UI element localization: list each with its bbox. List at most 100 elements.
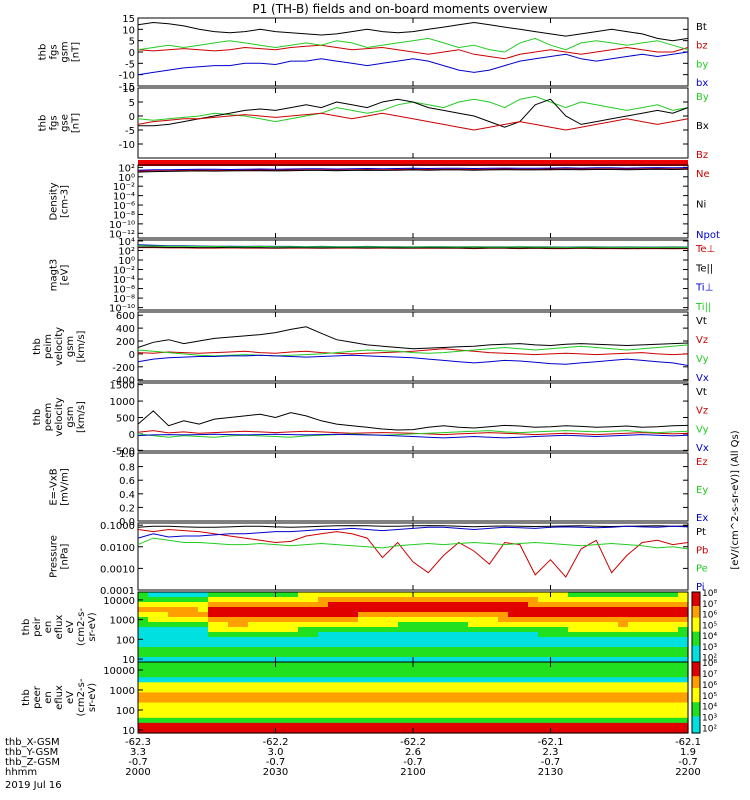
spectrogram-1-cell xyxy=(388,642,399,648)
spectrogram-1-cell xyxy=(148,657,159,663)
spectrogram-2-cell xyxy=(358,677,369,683)
spectrogram-2-cell xyxy=(328,672,339,678)
spectrogram-2-cell xyxy=(608,697,619,704)
spectrogram-1-cell xyxy=(268,622,279,628)
colorbar-2-step xyxy=(692,690,700,694)
spectrogram-2-cell xyxy=(288,702,299,709)
spectrogram-1-cell xyxy=(468,642,479,648)
colorbar-2-tick-label: 10⁵ xyxy=(702,692,717,702)
ephemeris-value: -0.7 xyxy=(678,757,698,768)
spectrogram-2-cell xyxy=(198,697,209,704)
spectrogram-1-cell xyxy=(218,627,229,633)
colorbar-2-step xyxy=(692,725,700,729)
spectrogram-2-cell xyxy=(468,677,479,683)
spectrogram-2-cell xyxy=(328,712,339,719)
spectrogram-2-cell xyxy=(578,712,589,719)
panel-4-ylabel-0: magt3 xyxy=(49,259,60,292)
spectrogram-1-cell xyxy=(198,637,209,643)
spectrogram-2-cell xyxy=(198,702,209,709)
series-line-Bx xyxy=(138,98,689,128)
spectrogram-2-cell xyxy=(358,707,369,714)
spectrogram-1-cell xyxy=(608,657,619,663)
colorbar-1-tick-label: 10⁴ xyxy=(702,632,717,642)
spectrogram-2-cell xyxy=(578,687,589,694)
spectrogram-1-cell xyxy=(558,642,569,648)
spectrogram-1-cell xyxy=(168,597,179,603)
spectrogram-1-cell xyxy=(308,657,319,663)
legend-Te||: Te|| xyxy=(695,263,713,274)
spectrogram-2-cell xyxy=(278,712,289,719)
spectrogram-2-cell xyxy=(188,717,199,724)
spectrogram-2-cell xyxy=(238,727,249,734)
panel-5-ytick-label: 0 xyxy=(129,350,135,361)
spectrogram-2-cell xyxy=(398,667,409,673)
panel-7-frame xyxy=(137,452,689,522)
spectrogram-1-cell xyxy=(258,642,269,648)
spectrogram-1-cell xyxy=(358,637,369,643)
spectrogram-1-cell xyxy=(238,592,249,598)
spectrogram-2-cell xyxy=(248,667,259,673)
spectrogram-1-cell xyxy=(658,647,669,653)
spectrogram-2-cell xyxy=(608,727,619,734)
spectrogram-2-cell xyxy=(478,662,489,668)
spectrogram-1-cell xyxy=(338,652,349,658)
spectrogram-1-cell xyxy=(508,632,519,638)
spectrogram-2-cell xyxy=(268,662,279,668)
spectrogram-2-cell xyxy=(398,717,409,724)
ephemeris-value: 3.3 xyxy=(130,747,146,758)
spectrogram-2-cell xyxy=(488,722,499,729)
spectrogram-2-cell xyxy=(328,702,339,709)
spectrogram-1-cell xyxy=(518,597,529,603)
spectrogram-2-cell xyxy=(598,697,609,704)
colorbar-2-step xyxy=(692,704,700,708)
spectrogram-1-cell xyxy=(248,652,259,658)
spectrogram-1-cell xyxy=(378,632,389,638)
spectrogram-2-cell xyxy=(238,662,249,668)
panel-3-ylabel-1: [cm-3] xyxy=(60,185,71,218)
spectrogram-2-cell xyxy=(528,687,539,694)
colorbar-1-tick-label: 10³ xyxy=(702,643,717,653)
spectrogram-1-cell xyxy=(138,612,149,618)
panel-8-ytick-label: 0.0100 xyxy=(100,543,135,554)
spectrogram-1-cell xyxy=(348,647,359,653)
spectrogram-2-cell xyxy=(238,692,249,699)
colorbar-label: [eV/(cm^2-s-sr-eV)] (All Qs) xyxy=(730,430,741,569)
spectrogram-2-cell xyxy=(218,707,229,714)
spectrogram-2-cell xyxy=(448,717,459,724)
spectrogram-2-cell xyxy=(508,667,519,673)
spectrogram-1-cell xyxy=(348,612,359,618)
spectrogram-2-cell xyxy=(578,662,589,668)
panel-7-ytick-label: 0.0 xyxy=(119,517,135,528)
series-line-Pe xyxy=(137,537,689,550)
spectrogram-1-cell xyxy=(528,642,539,648)
series-line-Vt xyxy=(137,410,689,431)
colorbar-2-step xyxy=(692,716,700,720)
ephemeris-label-1: thb_Y-GSM xyxy=(5,747,58,758)
spectrogram-2-cell xyxy=(388,722,399,729)
spectrogram-2-cell xyxy=(408,672,419,678)
spectrogram-1-cell xyxy=(478,647,489,653)
spectrogram-2-cell xyxy=(668,667,679,673)
spectrogram-1-cell xyxy=(248,592,259,598)
spectrogram-1-cell xyxy=(678,652,689,658)
spectrogram-2-cell xyxy=(198,662,209,668)
spectrogram-2-cell xyxy=(558,682,569,688)
spectrogram-1-cell xyxy=(368,617,379,623)
spectrogram-2-cell xyxy=(588,717,599,724)
panel-4-frame xyxy=(137,239,689,311)
spectrogram-2-cell xyxy=(208,707,219,714)
spectrogram-2-cell xyxy=(278,662,289,668)
spectrogram-1-cell xyxy=(518,617,529,623)
spectrogram-2-cell xyxy=(328,697,339,704)
spectrogram-2-cell xyxy=(368,682,379,688)
spectrogram-1-cell xyxy=(138,607,149,613)
spectrogram-2-cell xyxy=(448,672,459,678)
spectrogram-1-cell xyxy=(318,622,329,628)
spectrogram-2-cell xyxy=(448,722,459,729)
spectrogram-2-cell xyxy=(218,722,229,729)
spectrogram-1-cell xyxy=(218,657,229,663)
spectrogram-1-cell xyxy=(228,607,239,613)
ephemeris-value: 3.0 xyxy=(268,747,284,758)
spectrogram-1-cell xyxy=(618,607,629,613)
